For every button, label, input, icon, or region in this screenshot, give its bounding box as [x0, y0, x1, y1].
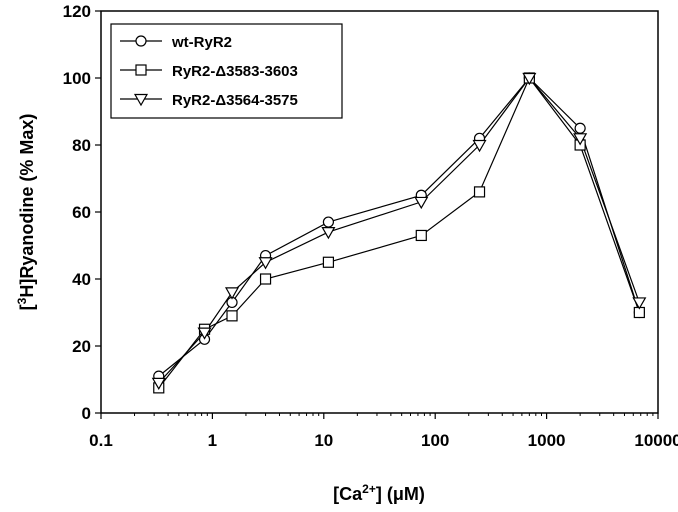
data-point-series-3	[224, 287, 240, 300]
x-tick-label: 10000	[634, 431, 678, 450]
legend-label: RyR2-Δ3583-3603	[172, 63, 298, 80]
legend-label: RyR2-Δ3564-3575	[172, 92, 298, 109]
data-point-series-3	[321, 227, 336, 240]
y-tick-label: 60	[72, 203, 91, 222]
data-point-series-3	[472, 139, 487, 153]
x-tick-label: 1	[208, 431, 217, 450]
y-tick-label: 100	[63, 69, 91, 88]
y-tick-label: 120	[63, 2, 91, 21]
legend-marker	[135, 35, 147, 47]
legend-marker	[135, 64, 147, 76]
y-tick-label: 0	[82, 404, 91, 423]
y-tick-label: 20	[72, 337, 91, 356]
x-axis-label: [Ca2+] (μM)	[333, 482, 425, 504]
data-point-series-3	[573, 133, 588, 146]
series-line-1	[158, 77, 640, 377]
tick-labels: 0 20 40 60 80 100 120 0.1 1 10 100 1000 10000	[63, 2, 678, 450]
legend: wt-RyR2 RyR2-Δ3583-3603 RyR2-Δ3564-3575	[110, 23, 343, 119]
data-point-series-3	[522, 72, 537, 86]
legend-box	[110, 23, 343, 119]
legend-label: wt-RyR2	[171, 34, 232, 51]
data-point-series-2	[473, 186, 486, 198]
series-lines	[158, 76, 640, 389]
y-tick-label: 80	[72, 136, 91, 155]
data-point-series-1	[574, 122, 586, 134]
series-line-2	[158, 76, 640, 389]
x-tick-label: 10	[314, 431, 333, 450]
data-point-series-3	[197, 327, 212, 340]
series-markers	[151, 72, 647, 394]
y-axis-label: [3H]Ryanodine (% Max)	[15, 114, 37, 311]
data-point-series-2	[259, 273, 272, 285]
x-tick-label: 1000	[528, 431, 566, 450]
x-tick-label: 100	[421, 431, 449, 450]
legend-marker	[133, 93, 149, 107]
data-point-series-3	[258, 257, 273, 270]
data-point-series-2	[322, 256, 335, 268]
series-line-3	[158, 77, 640, 384]
data-point-series-2	[415, 229, 427, 242]
data-point-series-1	[322, 216, 335, 228]
data-point-series-3	[632, 297, 647, 310]
data-point-series-3	[414, 196, 429, 210]
plot-frame	[100, 10, 659, 414]
y-tick-label: 40	[72, 270, 91, 289]
data-point-series-3	[151, 377, 166, 391]
x-tick-label: 0.1	[89, 431, 113, 450]
data-point-series-2	[226, 310, 238, 322]
